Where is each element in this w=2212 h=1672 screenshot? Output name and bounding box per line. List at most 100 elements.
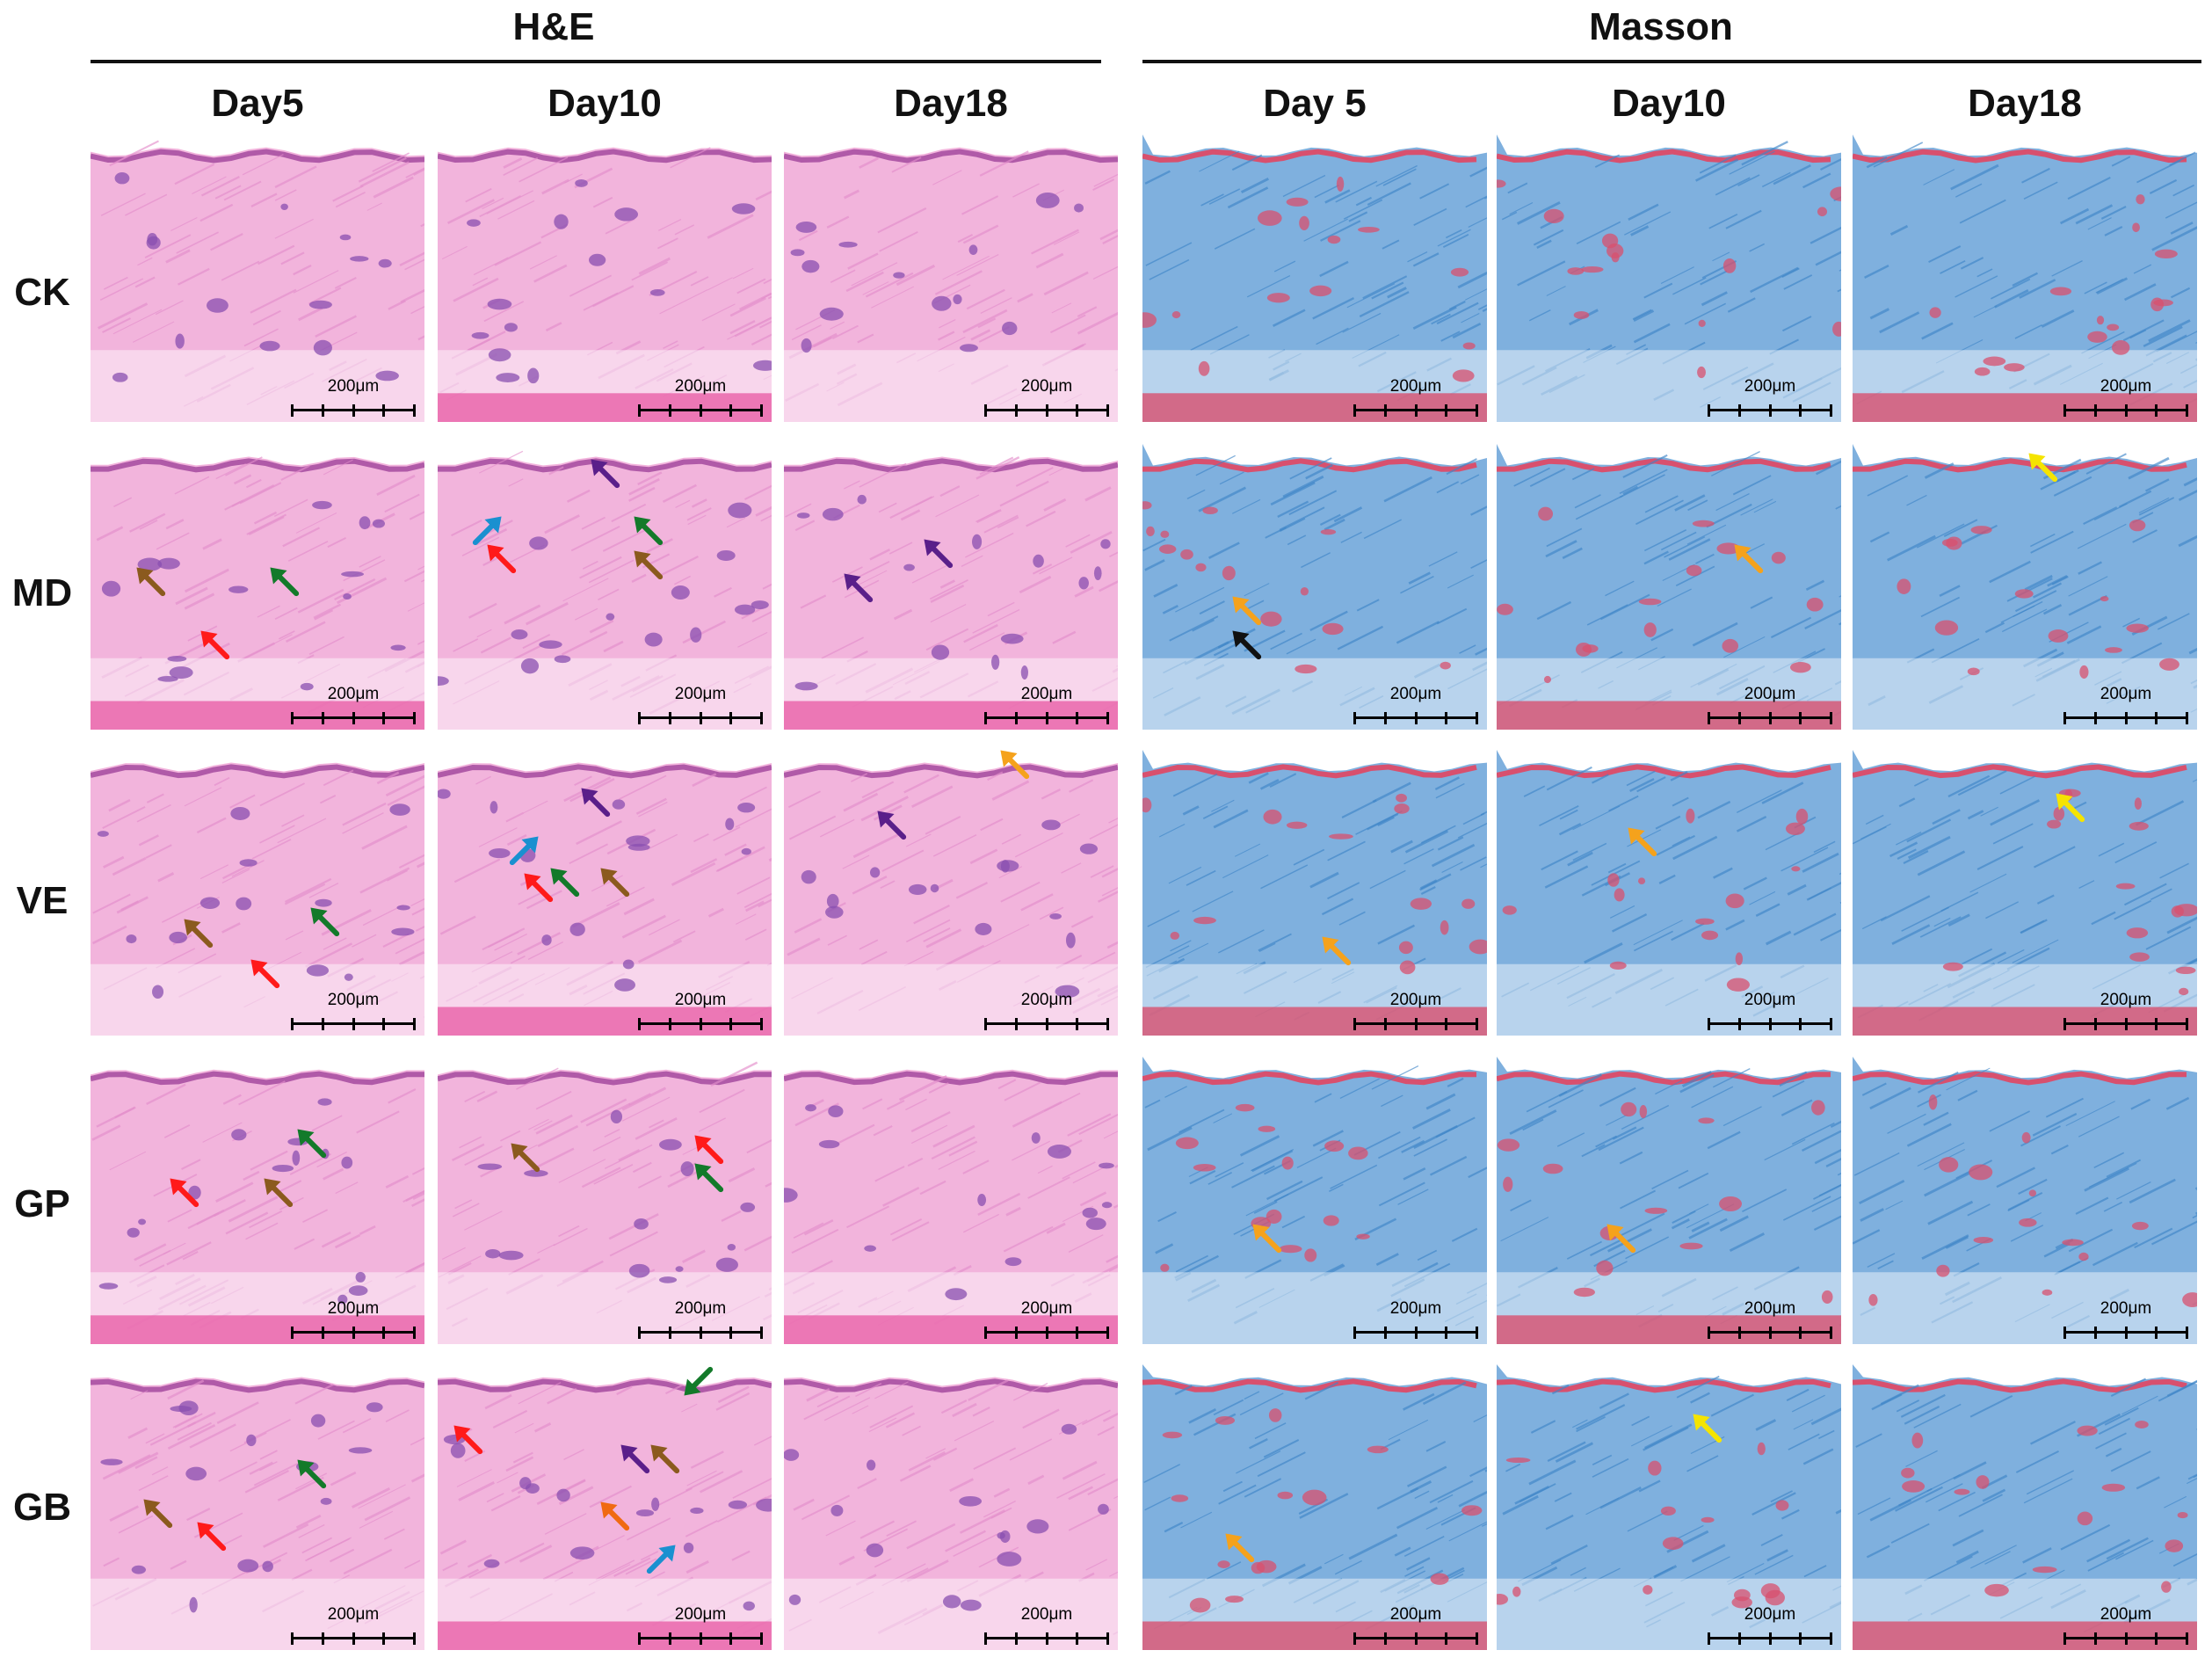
scale-bar-tick [729,712,732,724]
scale-bar-label: 200μm [1744,1605,1796,1624]
scale-bar-tick [1076,1018,1078,1030]
scale-bar-tick [1415,1632,1418,1645]
scale-bar: 200μm [638,1300,763,1339]
micrograph-gp-he-col2: 200μm [438,1057,772,1344]
scale-bar-tick [2125,1018,2128,1030]
micrograph-md-masson-col5: 200μm [1497,444,1841,730]
scale-bar-tick [1830,1018,1832,1030]
scale-bar-tick [984,712,987,724]
micrograph-gp-masson-col5: 200μm [1497,1057,1841,1344]
scale-bar-tick [1076,1327,1078,1339]
brown-arrow-icon [177,912,219,954]
scale-bar-tick [669,1018,671,1030]
scale-bar-tick [1830,712,1832,724]
micrograph-gp-he-col3: 200μm [784,1057,1118,1344]
scale-bar-tick [1015,1018,1018,1030]
micrograph-ve-he-col1: 200μm [91,750,424,1036]
micrograph-gb-he-col2: 200μm [438,1364,772,1650]
scale-bar-label: 200μm [1744,685,1796,703]
scale-bar-tick [2186,1632,2188,1645]
column-title-masson-day5: Day 5 [1263,82,1367,125]
scale-bar-tick [322,1327,324,1339]
scale-bar-label: 200μm [327,1299,380,1318]
brown-arrow-icon [257,1171,299,1213]
scale-bar-tick [2186,1018,2188,1030]
scale-bar-tick [1046,404,1048,417]
scale-bar-tick [700,712,702,724]
scale-bar-tick [1799,404,1802,417]
purple-arrow-icon [613,1437,656,1479]
scale-bar-tick [669,712,671,724]
micrograph-md-he-col2: 200μm [438,444,772,730]
column-title-masson-day18: Day18 [1968,82,2082,125]
scale-bar-tick [2155,404,2158,417]
scale-bar-tick [382,1327,385,1339]
red-arrow-icon [687,1128,729,1170]
scale-bar-tick [2063,1018,2066,1030]
scale-bar-tick [382,404,385,417]
scale-bar: 200μm [1708,686,1832,724]
yellow-arrow-icon [2021,446,2063,488]
scale-bar-tick [322,1018,324,1030]
scale-bar-label: 200μm [327,377,380,396]
scale-bar: 200μm [984,1606,1109,1645]
red-arrow-icon [446,1418,489,1460]
purple-arrow-icon [584,452,626,494]
scale-bar-tick [1830,404,1832,417]
scale-bar-tick [2125,404,2128,417]
blue-arrow-icon [641,1538,683,1580]
green-arrow-icon [677,1361,719,1403]
green-arrow-icon [687,1156,729,1198]
scale-bar-label: 200μm [674,1299,727,1318]
scale-bar-tick [291,1327,294,1339]
scale-bar-tick [638,1327,641,1339]
scale-bar-tick [1769,404,1772,417]
micrograph-gp-masson-col6: 200μm [1853,1057,2197,1344]
scale-bar-tick [382,1018,385,1030]
scale-bar-label: 200μm [1020,1605,1073,1624]
group-title-masson: Masson [1589,5,1733,48]
scale-bar-tick [1384,1018,1387,1030]
red-arrow-icon [190,1515,232,1557]
micrograph-md-he-col1: 200μm [91,444,424,730]
scale-bar-tick [669,1327,671,1339]
micrograph-gp-he-col1: 200μm [91,1057,424,1344]
scale-bar-tick [700,1018,702,1030]
scale-bar: 200μm [1353,1300,1478,1339]
group-rule-he [91,60,1101,63]
scale-bar-tick [729,1018,732,1030]
group-rule-masson [1142,60,2201,63]
scale-bar-label: 200μm [1389,377,1442,396]
brown-arrow-icon [627,543,669,585]
scale-bar-label: 200μm [2100,1299,2152,1318]
scale-bar-tick [1708,1632,1710,1645]
green-arrow-icon [290,1452,332,1494]
scale-bar: 200μm [1353,378,1478,417]
scale-bar-tick [2094,1018,2097,1030]
green-arrow-icon [263,560,305,602]
scale-bar: 200μm [1708,378,1832,417]
red-arrow-icon [193,623,236,665]
scale-bar-tick [2063,1632,2066,1645]
scale-bar-tick [760,1018,763,1030]
scale-bar-tick [984,404,987,417]
scale-bar-tick [984,1327,987,1339]
scale-bar-label: 200μm [674,1605,727,1624]
brown-arrow-icon [504,1136,546,1178]
column-title-masson-day10: Day10 [1612,82,1726,125]
scale-bar: 200μm [1353,1606,1478,1645]
scale-bar: 200μm [984,686,1109,724]
scale-bar-tick [1384,1327,1387,1339]
scale-bar-label: 200μm [1389,1605,1442,1624]
scale-bar-tick [1015,404,1018,417]
scale-bar-tick [1106,1632,1109,1645]
scale-bar-tick [1384,1632,1387,1645]
scale-bar-tick [1476,712,1478,724]
scale-bar-tick [291,404,294,417]
scale-bar-label: 200μm [1020,685,1073,703]
blue-arrow-icon [504,829,546,871]
micrograph-ve-he-col3: 200μm [784,750,1118,1036]
scale-bar-tick [1476,1632,1478,1645]
scale-bar-tick [322,712,324,724]
scale-bar-tick [1384,404,1387,417]
